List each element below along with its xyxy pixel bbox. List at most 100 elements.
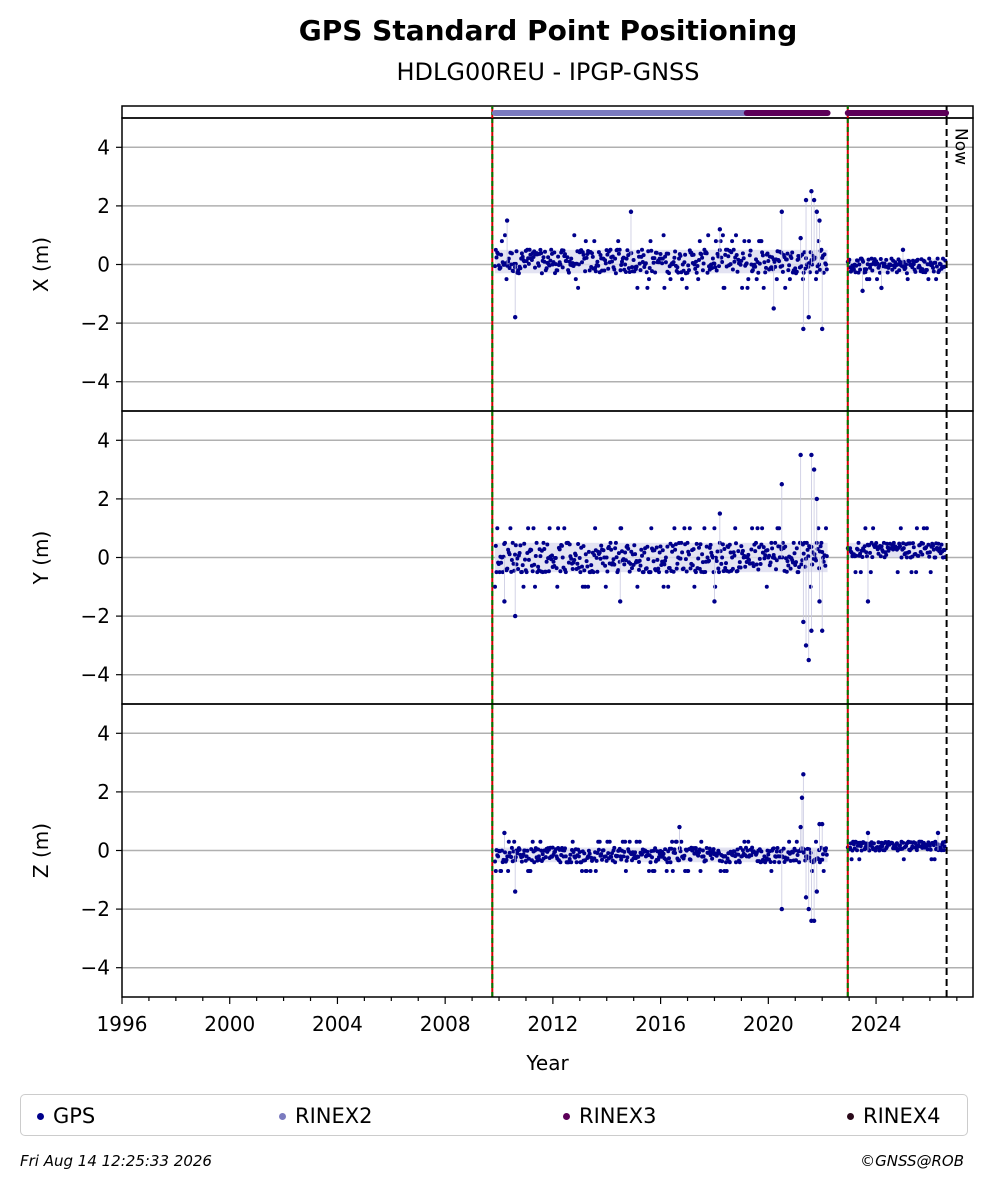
gps-point	[630, 566, 634, 571]
gps-point	[931, 843, 936, 848]
gps-point	[671, 569, 676, 574]
gps-point	[914, 526, 919, 531]
gps-point	[648, 860, 653, 865]
gps-point	[630, 265, 634, 270]
gps-outlier-point	[814, 209, 820, 214]
gps-point	[530, 839, 535, 844]
gps-point	[727, 542, 732, 547]
gps-point	[687, 526, 692, 531]
gps-point	[554, 566, 559, 571]
gps-point	[539, 848, 544, 853]
gps-point	[667, 856, 671, 861]
gps-point	[787, 263, 792, 268]
gps-point	[740, 848, 745, 853]
gps-point	[624, 858, 629, 863]
gps-point	[694, 270, 699, 275]
gps-point	[816, 526, 821, 531]
gps-point	[576, 285, 581, 290]
gps-point	[493, 543, 498, 548]
gps-outlier-point	[512, 315, 518, 320]
gps-point	[652, 548, 657, 553]
gps-point	[622, 562, 627, 567]
gps-point	[518, 543, 523, 548]
gps-point	[509, 855, 514, 859]
gps-point	[759, 849, 764, 854]
gps-point	[677, 858, 681, 863]
gps-point	[904, 555, 909, 560]
gps-point	[886, 265, 891, 270]
gps-point	[536, 847, 541, 852]
gps-point	[626, 266, 631, 271]
gps-point	[576, 262, 581, 267]
gps-point	[587, 268, 592, 273]
gps-point	[858, 267, 863, 272]
gps-point	[580, 869, 584, 873]
gps-point	[654, 545, 659, 550]
gps-point	[880, 844, 885, 849]
gps-point	[789, 256, 794, 260]
gps-point	[557, 547, 562, 552]
y-tick-label: 2	[97, 780, 110, 804]
gps-outlier-point	[502, 830, 507, 836]
x-axis-label: Year	[525, 1051, 569, 1075]
gps-point	[761, 545, 766, 550]
gps-point	[638, 268, 643, 273]
gps-point	[617, 247, 622, 252]
gps-point	[926, 277, 931, 282]
gps-point	[926, 542, 931, 547]
gps-point	[751, 564, 756, 569]
gps-point	[623, 270, 628, 274]
gps-point	[742, 239, 747, 244]
gps-point	[653, 846, 658, 851]
gps-point	[510, 540, 515, 545]
gps-outlier-point	[799, 795, 805, 800]
gps-point	[665, 544, 670, 549]
gps-point	[546, 255, 551, 260]
gps-point	[931, 269, 936, 274]
gps-point	[674, 839, 679, 844]
gps-point	[612, 562, 617, 567]
gps-point	[822, 252, 827, 257]
gps-point	[700, 848, 705, 853]
gps-point	[503, 850, 507, 855]
gps-point	[562, 526, 567, 531]
gps-point	[613, 271, 618, 276]
gps-point	[594, 858, 599, 863]
gps-point	[693, 259, 698, 264]
gps-point	[498, 265, 503, 270]
gps-point	[710, 266, 715, 270]
gps-point	[503, 540, 507, 545]
gps-point	[696, 556, 701, 561]
gps-point	[597, 550, 602, 555]
gps-point	[931, 547, 936, 552]
gps-point	[783, 285, 788, 290]
gps-point	[522, 541, 527, 546]
gps-point	[620, 259, 624, 264]
gps-point	[556, 254, 561, 259]
gps-point	[651, 260, 656, 265]
gps-point	[563, 570, 568, 575]
gps-point	[582, 851, 587, 856]
gps-point	[493, 869, 498, 873]
gps-point	[785, 251, 790, 256]
gps-point	[619, 857, 624, 862]
gps-point	[897, 268, 902, 273]
gps-point	[636, 249, 641, 254]
gps-point	[578, 570, 583, 575]
gps-outlier-point	[809, 452, 814, 458]
gps-points	[845, 839, 948, 862]
legend-marker-rinex4	[847, 1112, 854, 1120]
gps-point	[735, 847, 740, 852]
gps-point	[891, 547, 896, 552]
chart-subtitle: HDLG00REU - IPGP-GNSS	[396, 58, 700, 86]
y-tick-label: 2	[97, 487, 110, 511]
gps-point	[753, 549, 758, 554]
gps-point	[623, 839, 628, 844]
gps-point	[794, 269, 799, 274]
gps-outlier-point	[806, 315, 811, 320]
gps-point	[645, 849, 650, 854]
gps-point	[771, 553, 776, 557]
gps-point	[526, 256, 531, 261]
gps-point	[810, 262, 815, 267]
gps-point	[499, 239, 504, 244]
